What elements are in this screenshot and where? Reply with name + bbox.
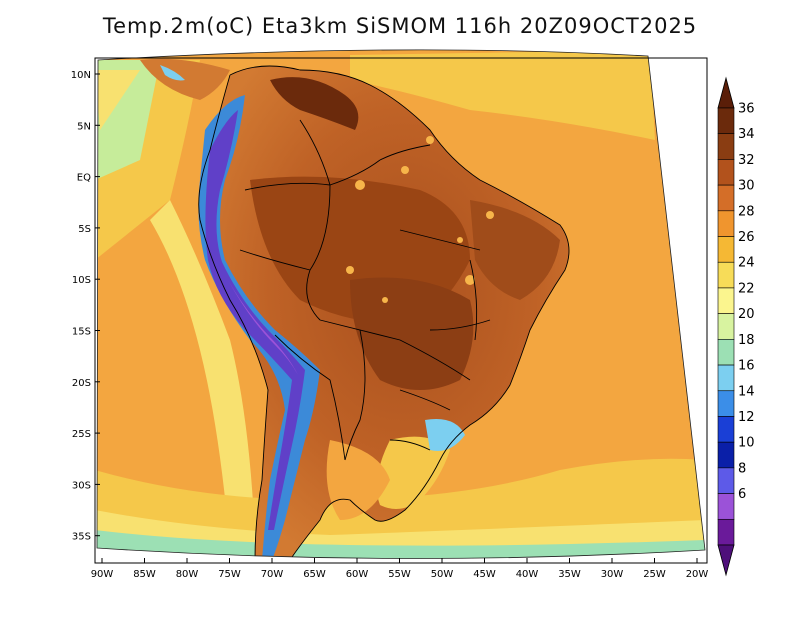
colorbar-label: 8	[738, 461, 746, 476]
lon-label: 75W	[218, 569, 241, 580]
colorbar-segment	[717, 133, 735, 160]
colorbar-segment	[717, 210, 735, 237]
colorbar-label: 20	[738, 307, 755, 322]
colorbar-label: 12	[738, 410, 755, 425]
lat-label: EQ	[77, 173, 91, 184]
colorbar-segment	[717, 467, 735, 494]
colorbar-label: 10	[738, 436, 755, 451]
colorbar-label: 22	[738, 281, 755, 296]
hotspot	[426, 136, 434, 144]
lat-label: 25S	[72, 429, 91, 440]
colorbar-segment	[717, 390, 735, 417]
lon-label: 90W	[91, 569, 114, 580]
latitude-axis: 10N 5N EQ 5S 10S 15S 20S 25S 30S 35S	[71, 70, 100, 543]
colorbar-label: 14	[738, 384, 755, 399]
colorbar-top-arrow	[717, 76, 735, 109]
lon-label: 80W	[176, 569, 199, 580]
lon-label: 65W	[303, 569, 326, 580]
lat-label: 5N	[77, 121, 91, 132]
hotspot	[382, 297, 388, 303]
lon-label: 70W	[261, 569, 284, 580]
lon-label: 45W	[473, 569, 496, 580]
central-america-highlands	[160, 65, 185, 81]
pacific-coastal-band	[150, 200, 255, 550]
lat-label: 20S	[72, 378, 91, 389]
atlantic-north-mild	[350, 50, 655, 140]
colorbar-segment	[717, 518, 735, 546]
lon-label: 85W	[133, 569, 156, 580]
colorbar-bottom-arrow	[717, 544, 735, 577]
colorbar-segment	[717, 339, 735, 366]
argentina-pampas	[326, 440, 390, 520]
lon-label: 25W	[643, 569, 666, 580]
south-ocean-cold	[97, 530, 705, 559]
colorbar-segment	[717, 313, 735, 340]
domain-outline	[96, 49, 706, 559]
andes-cold-core	[205, 110, 305, 530]
country-borders	[198, 65, 570, 559]
colorbar-label: 18	[738, 333, 755, 348]
lat-label: 10N	[71, 70, 91, 81]
colorbar-label: 16	[738, 359, 755, 374]
colorbar-segment	[717, 236, 735, 263]
lat-label: 5S	[78, 224, 91, 235]
colorbar-label: 28	[738, 204, 755, 219]
central-brazil-hot	[350, 277, 474, 390]
colorbar-segment	[717, 261, 735, 289]
colorbar-label: 36	[738, 102, 755, 117]
lon-label: 35W	[558, 569, 581, 580]
colorbar-segment	[717, 107, 735, 135]
lon-label: 40W	[516, 569, 539, 580]
pacific-edge	[97, 70, 140, 130]
hotspot	[355, 180, 365, 190]
colorbar-segment	[717, 493, 735, 520]
colorbar-segment	[717, 184, 735, 212]
lon-label: 60W	[346, 569, 369, 580]
hotspot	[486, 211, 494, 219]
colorbar-label: 30	[738, 179, 755, 194]
plot-frame	[94, 57, 708, 564]
uruguay-mild	[376, 436, 450, 509]
colorbar-segment	[717, 441, 735, 469]
venezuela-hot-core	[270, 77, 359, 130]
colorbar-segment	[717, 287, 735, 314]
colorbar: 36 34 32 30 28 26 24 22 20 18 16 14 12 10 8 6	[717, 76, 755, 577]
northeast-brazil-hot	[470, 200, 560, 300]
colorbar-label: 26	[738, 230, 755, 245]
colorbar-label: 34	[738, 127, 755, 142]
lat-label: 15S	[72, 327, 91, 338]
atlantic-east-warm	[560, 180, 700, 330]
colorbar-label: 6	[738, 487, 746, 502]
lat-label: 30S	[72, 480, 91, 491]
map-title: Temp.2m(oC) Eta3km SiSMOM 116h 20Z09OCT2…	[102, 14, 698, 38]
colorbar-segment	[717, 159, 735, 186]
colorbar-label: 24	[738, 256, 755, 271]
lon-label: 55W	[388, 569, 411, 580]
lon-label: 30W	[601, 569, 624, 580]
lat-label: 35S	[72, 532, 91, 543]
lat-label: 10S	[72, 275, 91, 286]
hotspot	[457, 237, 463, 243]
temperature-field	[97, 49, 705, 559]
southern-brazil-cool	[425, 419, 465, 451]
colorbar-segment	[717, 416, 735, 443]
colorbar-label: 32	[738, 153, 755, 168]
hotspot	[465, 275, 475, 285]
lon-label: 50W	[431, 569, 454, 580]
hotspot	[346, 266, 354, 274]
lon-label: 20W	[686, 569, 709, 580]
colorbar-segment	[717, 364, 735, 392]
hotspot	[401, 166, 409, 174]
longitude-axis: 90W 85W 80W 75W 70W 65W 60W 55W 50W 45W 40W 35W 30W 2…	[91, 558, 709, 580]
